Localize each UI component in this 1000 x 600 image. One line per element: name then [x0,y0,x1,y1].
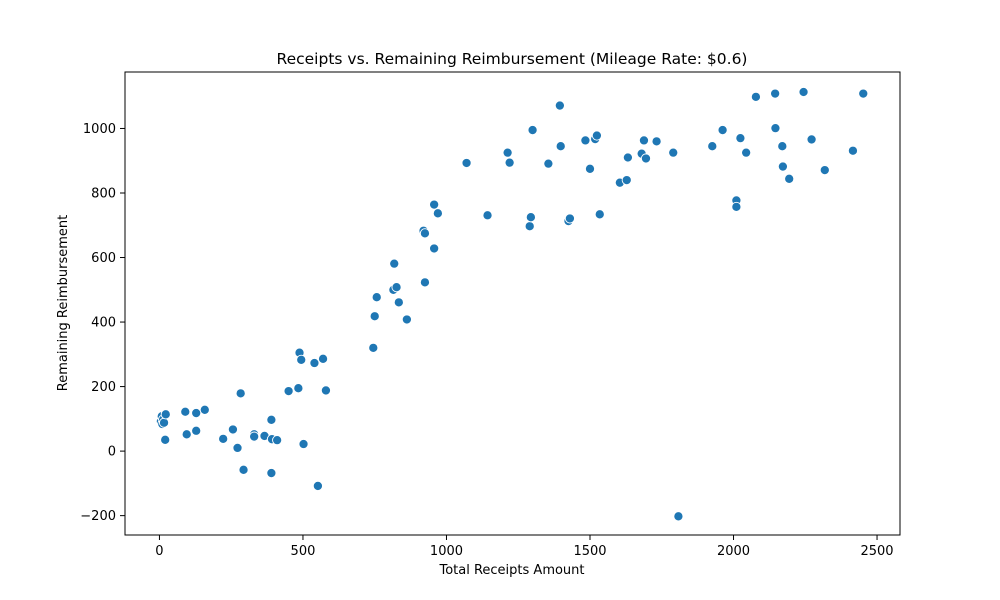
data-point [668,147,679,158]
data-point [181,429,192,440]
data-point [272,435,283,446]
y-tick-label: 1000 [83,122,116,137]
data-point [320,385,331,396]
data-point [584,163,596,174]
data-point [419,228,431,239]
data-point [429,243,440,254]
data-point [591,130,602,141]
data-point [858,88,869,99]
data-point [180,406,191,417]
data-point [777,161,788,172]
data-point [770,88,781,99]
data-point [227,424,238,435]
data-point [524,221,535,232]
data-point [735,133,746,144]
data-point [847,145,858,156]
data-point [555,141,566,152]
data-point [389,258,400,269]
data-point [717,125,728,136]
data-point [158,417,170,428]
data-point [502,147,513,158]
y-axis-ticks: −200 0 200 400 600 800 1000 [80,122,125,524]
data-point [651,136,662,147]
x-axis-label: Total Receipts Amount [438,563,584,578]
x-tick-label: 2500 [860,544,893,559]
data-point [777,141,788,152]
chart-title: Receipts vs. Remaining Reimbursement (Mi… [277,50,748,68]
data-point [640,153,652,164]
data-point [160,409,171,420]
data-point [318,353,329,364]
x-tick-label: 1500 [573,544,606,559]
data-point [391,282,402,293]
data-point [564,213,575,224]
y-axis-label: Remaining Reimbursement [56,215,71,392]
x-axis-ticks: 0 500 1000 1500 2000 2500 [155,535,894,559]
data-point [750,91,761,102]
data-point [525,212,536,223]
data-point [266,414,277,425]
data-point [419,277,431,288]
data-point [232,442,243,453]
data-point [296,354,307,365]
data-point [638,135,650,146]
data-point [309,357,320,369]
data-point [368,342,379,353]
x-tick-label: 500 [291,544,316,559]
data-point [784,173,795,184]
data-point [298,438,309,450]
data-point [731,201,742,212]
y-tick-label: 200 [91,380,116,395]
data-point [798,86,809,98]
data-point [191,425,202,436]
data-point [429,199,440,210]
data-point [266,467,277,479]
data-point [160,434,171,445]
data-point [527,125,538,136]
x-tick-label: 1000 [430,544,463,559]
data-point [249,431,260,442]
y-tick-label: 0 [108,445,116,460]
data-point [369,311,380,322]
data-point [393,297,404,308]
data-point [371,292,382,303]
data-point [622,152,633,163]
data-point [504,157,515,168]
data-point [621,175,632,186]
data-point [218,433,229,444]
data-point [482,210,493,221]
data-point [770,123,781,134]
data-point [741,147,752,158]
data-point [199,404,210,415]
data-point [461,157,472,169]
data-point [235,388,246,399]
y-tick-label: 400 [91,316,116,331]
data-point [580,135,591,146]
x-tick-label: 2000 [717,544,750,559]
data-point [401,314,412,325]
data-point [707,141,718,152]
x-tick-label: 0 [155,544,163,559]
data-point [673,511,684,522]
data-points [155,86,869,522]
data-point [238,464,249,475]
data-point [819,165,830,176]
data-point [312,480,323,492]
data-point [806,134,817,145]
plot-area-frame [124,71,901,536]
y-tick-label: −200 [80,509,116,524]
data-point [191,407,202,419]
data-point [554,100,565,111]
y-tick-label: 800 [91,186,116,201]
data-point [293,383,304,394]
data-point [283,386,294,397]
data-point [543,158,554,169]
data-point [432,208,443,219]
y-tick-label: 600 [91,251,116,266]
data-point [594,209,605,220]
